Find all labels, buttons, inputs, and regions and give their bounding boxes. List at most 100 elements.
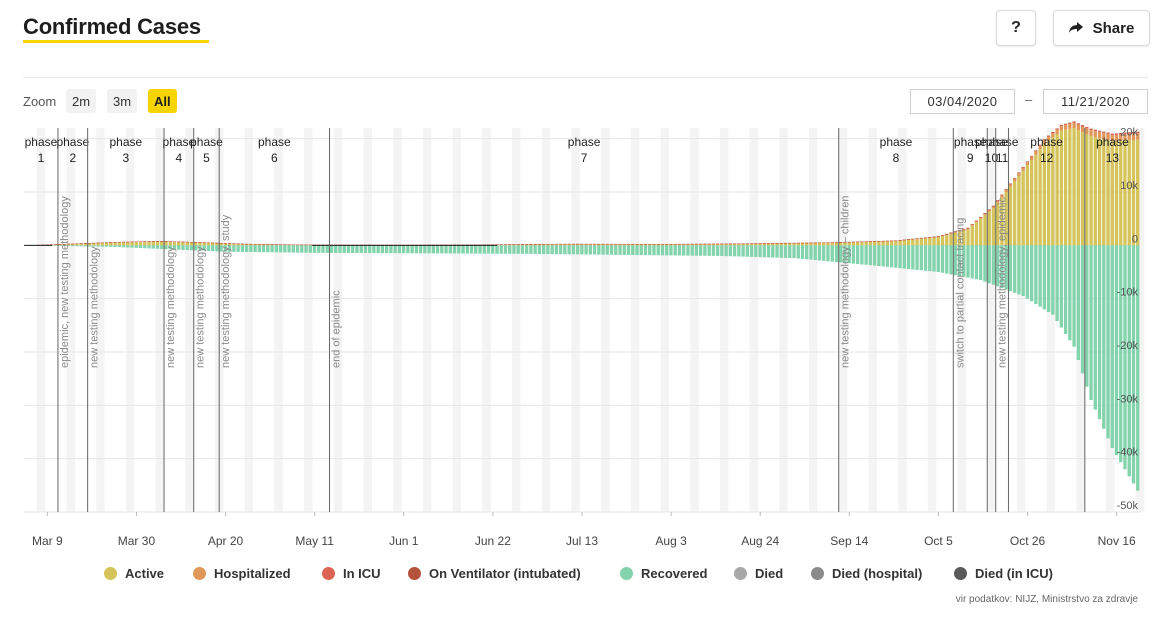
bar-active — [762, 243, 766, 246]
bar-ventilator — [936, 236, 940, 237]
bar-active — [1123, 140, 1127, 246]
chart-title: Confirmed Cases — [23, 14, 201, 39]
bar-recovered — [762, 245, 766, 258]
bar-active — [694, 244, 699, 246]
bar-recovered — [512, 245, 516, 254]
bar-active — [1110, 141, 1114, 246]
bar-active — [558, 244, 563, 246]
bar-icu — [1131, 132, 1136, 134]
weekend-band — [363, 128, 372, 512]
bar-ventilator — [656, 244, 660, 245]
bar-ventilator — [261, 244, 266, 245]
bar-ventilator — [851, 241, 856, 243]
bar-recovered — [185, 245, 189, 251]
bar-ventilator — [928, 237, 932, 238]
bar-ventilator — [482, 244, 486, 245]
y-tick-label: -20k — [1117, 340, 1139, 352]
bar-recovered — [160, 245, 164, 249]
bar-active — [130, 242, 134, 246]
bar-recovered — [1046, 245, 1051, 312]
bar-ventilator — [881, 240, 885, 242]
legend-item[interactable]: Died (hospital) — [811, 566, 922, 581]
bar-hospitalized — [953, 231, 957, 233]
bar-hospitalized — [1089, 130, 1093, 136]
bar-recovered — [843, 245, 847, 263]
bar-active — [779, 243, 783, 246]
bar-active — [945, 235, 949, 246]
bar-ventilator — [215, 242, 219, 244]
bar-ventilator — [469, 244, 474, 246]
zoom-all-button[interactable]: All — [148, 89, 177, 113]
bar-active — [796, 243, 800, 246]
bar-recovered — [312, 245, 317, 253]
bar-ventilator — [1080, 125, 1085, 126]
bar-recovered — [461, 245, 465, 254]
bar-recovered — [618, 245, 622, 255]
bar-recovered — [953, 245, 957, 276]
weekend-band — [155, 128, 165, 512]
bar-recovered — [558, 245, 563, 255]
bar-ventilator — [694, 243, 699, 245]
bar-recovered — [126, 245, 130, 248]
bar-hospitalized — [966, 228, 970, 230]
help-button[interactable]: ? — [996, 10, 1036, 46]
bar-active — [172, 242, 177, 246]
bar-ventilator — [121, 241, 126, 243]
bar-recovered — [584, 245, 588, 255]
bar-icu — [1106, 133, 1110, 135]
bar-hospitalized — [1110, 135, 1114, 142]
bar-recovered — [826, 245, 830, 262]
legend-item[interactable]: Recovered — [620, 566, 707, 581]
bar-hospitalized — [1012, 178, 1017, 182]
bar-ventilator — [1046, 135, 1051, 137]
legend-item[interactable]: Hospitalized — [193, 566, 291, 581]
bar-recovered — [1076, 245, 1080, 360]
weekend-band — [719, 128, 729, 512]
bar-recovered — [550, 245, 554, 255]
zoom-3m-button[interactable]: 3m — [107, 89, 138, 113]
bar-recovered — [147, 245, 151, 249]
bar-recovered — [401, 245, 406, 254]
date-from-input[interactable]: 03/04/2020 — [910, 89, 1015, 114]
date-to-input[interactable]: 11/21/2020 — [1043, 89, 1148, 114]
bar-recovered — [533, 245, 537, 254]
bar-active — [1008, 186, 1013, 246]
bar-active — [100, 243, 105, 246]
bar-recovered — [690, 245, 694, 256]
bar-recovered — [508, 245, 512, 254]
bar-icu — [1076, 123, 1080, 125]
bar-ventilator — [614, 243, 618, 245]
phase-number: 5 — [203, 151, 210, 165]
bar-recovered — [121, 245, 126, 248]
bar-recovered — [410, 245, 414, 254]
zoom-2m-button[interactable]: 2m — [66, 89, 97, 113]
phase-number: 6 — [271, 151, 278, 165]
bar-recovered — [206, 245, 211, 251]
legend-item[interactable]: In ICU — [322, 566, 381, 581]
bar-active — [707, 244, 711, 246]
bar-recovered — [915, 245, 919, 270]
weekend-band — [96, 128, 105, 512]
legend-item[interactable]: Died — [734, 566, 783, 581]
legend-item[interactable]: Died (in ICU) — [954, 566, 1053, 581]
bar-ventilator — [1004, 189, 1008, 190]
bar-active — [1089, 136, 1093, 246]
bar-ventilator — [826, 242, 830, 243]
bar-hospitalized — [1051, 133, 1055, 138]
bar-recovered — [104, 245, 109, 247]
bar-hospitalized — [1119, 134, 1123, 141]
bar-recovered — [1110, 245, 1114, 448]
bar-ventilator — [236, 243, 240, 245]
share-button[interactable]: Share — [1053, 10, 1150, 46]
weekend-band — [482, 128, 491, 512]
weekend-band — [422, 128, 432, 512]
legend-item[interactable]: On Ventilator (intubated) — [408, 566, 581, 581]
bar-ventilator — [109, 242, 113, 243]
weekend-band — [571, 128, 580, 512]
bar-recovered — [172, 245, 177, 250]
bar-recovered — [906, 245, 911, 270]
bar-recovered — [720, 245, 724, 256]
bar-active — [703, 244, 707, 246]
legend-item[interactable]: Active — [104, 566, 164, 581]
bar-active — [1059, 130, 1064, 246]
